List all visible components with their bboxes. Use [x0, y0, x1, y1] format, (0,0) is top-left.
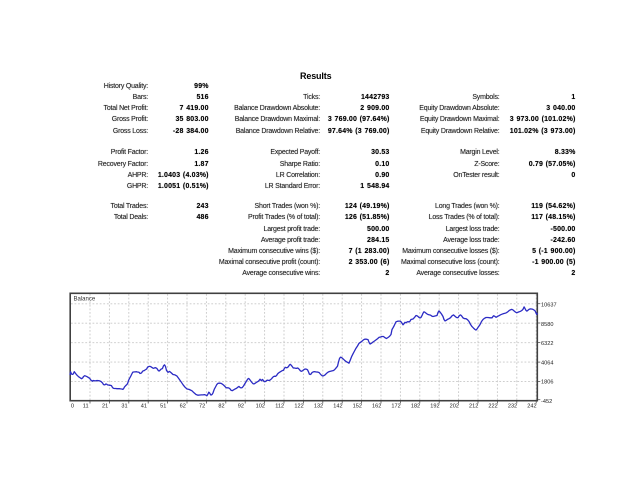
svg-text:182: 182	[411, 404, 420, 410]
svg-text:-452: -452	[541, 399, 552, 405]
svg-text:8580: 8580	[541, 322, 553, 328]
svg-text:92: 92	[238, 404, 244, 410]
svg-text:62: 62	[180, 404, 186, 410]
svg-text:41: 41	[141, 404, 147, 410]
svg-text:122: 122	[294, 404, 303, 410]
svg-text:192: 192	[430, 404, 439, 410]
svg-text:102: 102	[256, 404, 265, 410]
svg-text:31: 31	[121, 404, 127, 410]
svg-text:51: 51	[160, 404, 166, 410]
svg-text:Balance: Balance	[74, 297, 96, 303]
svg-text:132: 132	[314, 404, 323, 410]
svg-text:0: 0	[71, 404, 74, 410]
svg-text:11: 11	[83, 404, 89, 410]
svg-text:142: 142	[333, 404, 342, 410]
svg-text:232: 232	[508, 404, 517, 410]
svg-text:82: 82	[218, 404, 224, 410]
svg-text:72: 72	[199, 404, 205, 410]
svg-text:172: 172	[391, 404, 400, 410]
svg-text:21: 21	[102, 404, 108, 410]
svg-text:1806: 1806	[541, 380, 553, 386]
svg-text:202: 202	[450, 404, 459, 410]
svg-text:212: 212	[469, 404, 478, 410]
svg-text:242: 242	[527, 404, 536, 410]
svg-text:6322: 6322	[541, 341, 553, 347]
svg-text:152: 152	[353, 404, 362, 410]
svg-text:222: 222	[488, 404, 497, 410]
svg-text:10637: 10637	[541, 303, 557, 309]
svg-text:4064: 4064	[541, 360, 553, 366]
svg-text:112: 112	[275, 404, 284, 410]
svg-text:162: 162	[372, 404, 381, 410]
